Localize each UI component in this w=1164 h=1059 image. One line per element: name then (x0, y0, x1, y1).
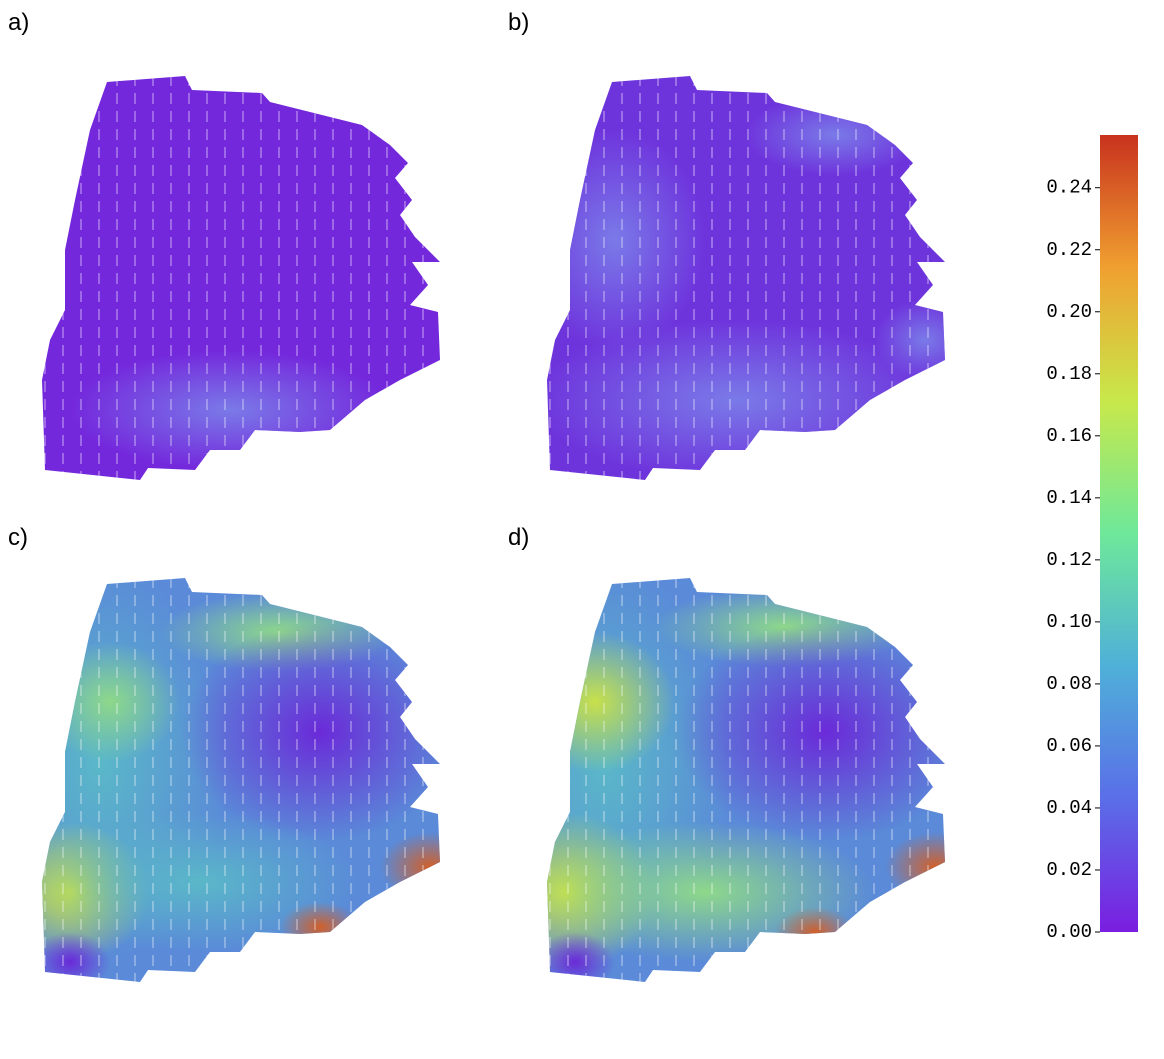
tick-label: 0.06 (1046, 735, 1092, 757)
surface-a (42, 76, 440, 480)
tick-label: 0.10 (1046, 611, 1092, 633)
tick-label: 0.22 (1046, 239, 1092, 261)
panel-label: b) (508, 9, 529, 36)
tick-label: 0.16 (1046, 425, 1092, 447)
panel-label: d) (508, 524, 529, 551)
surface-d (547, 578, 945, 982)
surface-b (547, 76, 945, 480)
tick-label: 0.24 (1046, 177, 1092, 199)
tick-label: 0.12 (1046, 549, 1092, 571)
tick-label: 0.14 (1046, 487, 1092, 509)
tick-label: 0.18 (1046, 363, 1092, 385)
colorbar (1100, 135, 1138, 932)
tick-label: 0.20 (1046, 301, 1092, 323)
panel-label: a) (8, 9, 29, 36)
surface-c (42, 578, 440, 982)
tick-label: 0.08 (1046, 673, 1092, 695)
panel-label: c) (8, 524, 28, 551)
tick-label: 0.02 (1046, 859, 1092, 881)
tick-label: 0.00 (1046, 921, 1092, 943)
tick-label: 0.04 (1046, 797, 1092, 819)
